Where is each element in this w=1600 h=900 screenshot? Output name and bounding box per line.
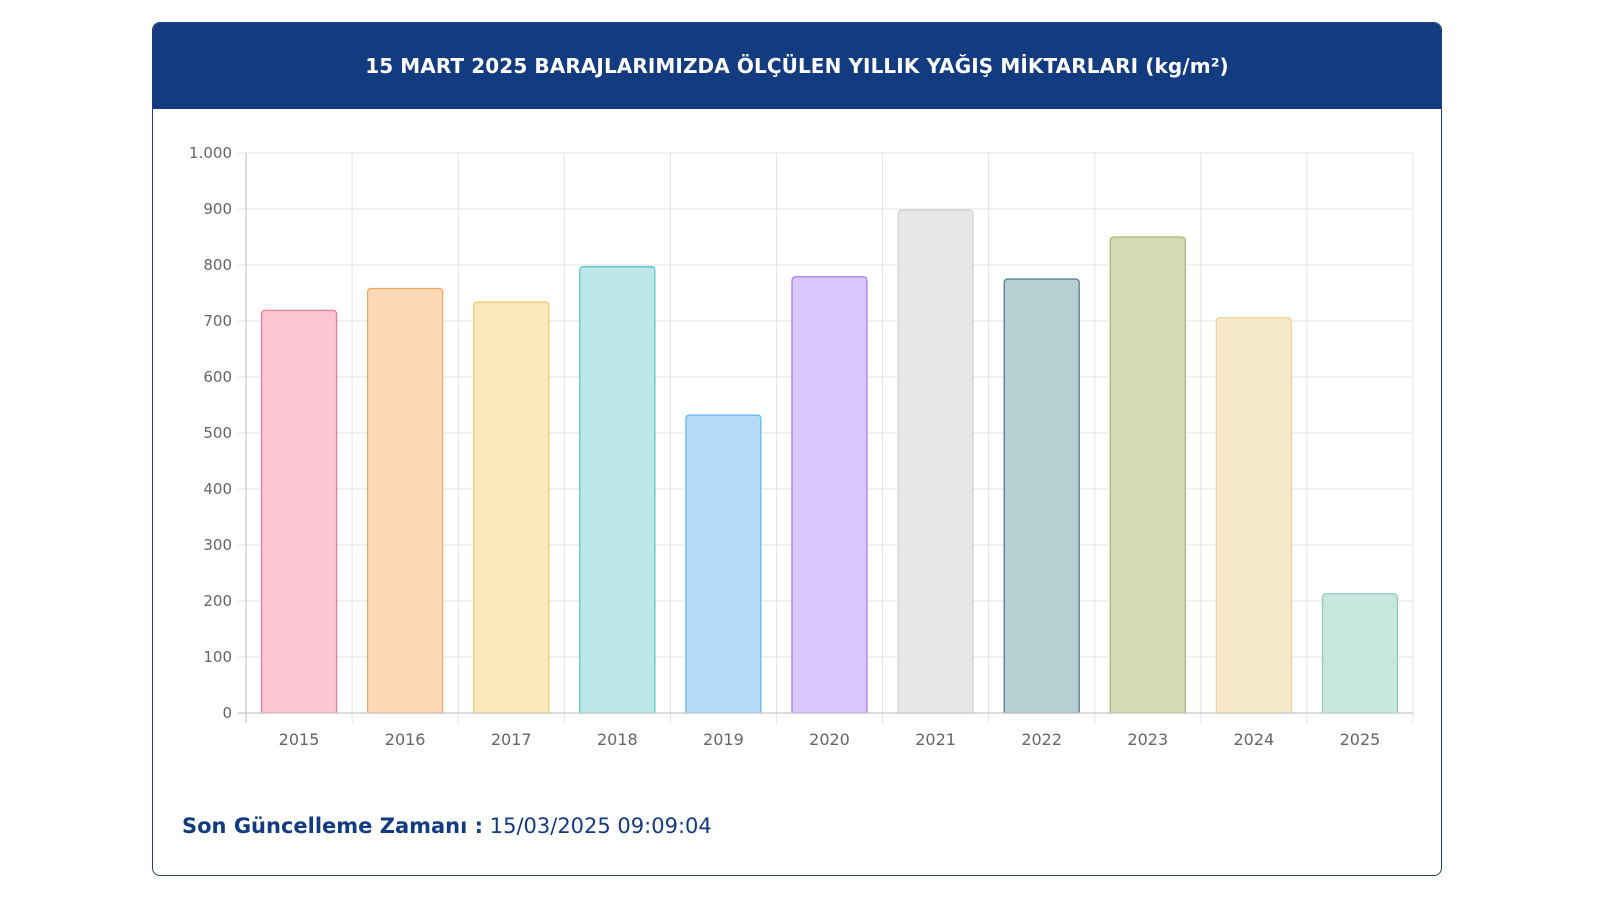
axes [238,153,1413,723]
x-tick-label: 2019 [703,730,744,749]
x-tick-label: 2016 [385,730,426,749]
x-tick-label: 2021 [915,730,956,749]
y-tick-label: 300 [203,536,232,554]
y-tick-label: 1.000 [189,144,232,162]
bar-2023[interactable] [1109,236,1186,714]
y-tick-label: 0 [222,704,232,722]
x-tick-label: 2022 [1021,730,1062,749]
x-tick-label: 2020 [809,730,850,749]
x-tick-label: 2024 [1234,730,1275,749]
y-tick-label: 200 [203,592,232,610]
y-tick-label: 100 [203,648,232,666]
y-tick-label: 700 [203,312,232,330]
bar-2018[interactable] [579,266,656,714]
x-tick-label: 2018 [597,730,638,749]
last-update-value: 15/03/2025 09:09:04 [489,814,712,838]
bar-2019[interactable] [685,414,762,714]
bar-2025[interactable] [1321,593,1399,714]
x-tick-label: 2017 [491,730,532,749]
bar-2016[interactable] [366,287,444,714]
bar-2017[interactable] [473,301,550,714]
bar-2022[interactable] [1003,278,1080,714]
y-tick-label: 600 [203,368,232,386]
x-axis-tick-labels: 2015 2016 2017 2018 2019 2020 2021 2022 2023 2024… [279,730,1381,749]
last-update-label: Son Güncelleme Zamanı : [182,814,484,838]
chart-title: 15 MART 2025 BARAJLARIMIZDA ÖLÇÜLEN YILL… [365,54,1229,78]
y-tick-label: 400 [203,480,232,498]
y-axis-tick-labels: 0 100 200 300 400 500 600 700 800 900 1.000 [189,144,232,722]
x-tick-label: 2023 [1127,730,1168,749]
bars [260,209,1399,714]
x-tick-label: 2025 [1340,730,1381,749]
last-update: Son Güncelleme Zamanı : 15/03/2025 09:09… [182,814,712,838]
y-tick-label: 900 [203,200,232,218]
bar-2024[interactable] [1215,316,1293,714]
y-tick-label: 800 [203,256,232,274]
bar-2015[interactable] [260,309,338,714]
bar-2021[interactable] [897,209,974,714]
panel-header: 15 MART 2025 BARAJLARIMIZDA ÖLÇÜLEN YILL… [153,23,1441,109]
y-tick-label: 500 [203,424,232,442]
x-tick-label: 2015 [279,730,320,749]
bar-2020[interactable] [791,276,868,714]
